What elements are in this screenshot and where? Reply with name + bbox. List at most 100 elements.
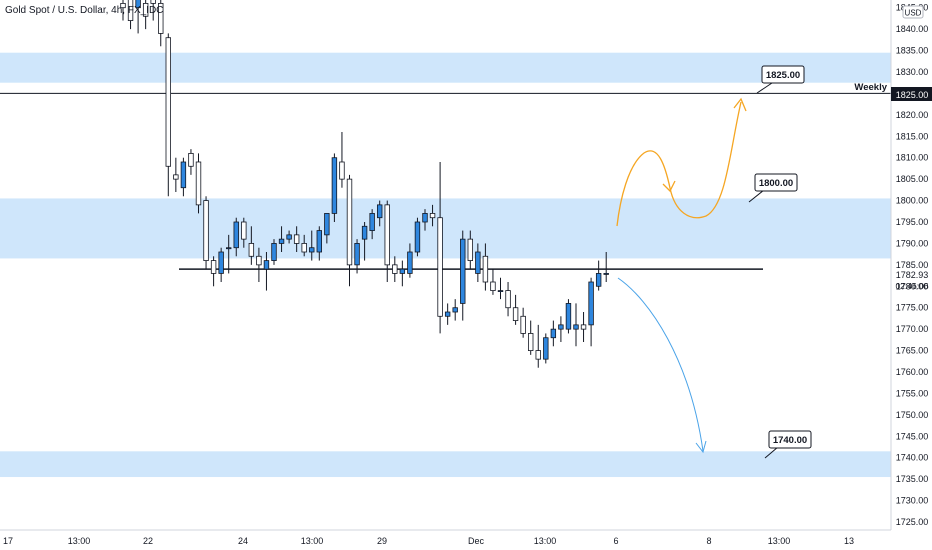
price-tick-label: 1830.00 (896, 67, 929, 77)
candle-body (120, 3, 126, 9)
candle-body (475, 251, 481, 274)
price-tick-label: 1755.00 (896, 388, 929, 398)
callout-pointer-1825 (756, 82, 773, 94)
price-tick-label: 1840.00 (896, 24, 929, 34)
candle-body (142, 3, 149, 17)
candle-body (497, 290, 504, 292)
candle-body (595, 273, 602, 287)
candle-body (437, 217, 443, 317)
candle-44 (444, 303, 451, 325)
candle-40 (414, 217, 421, 257)
candle-65 (603, 252, 609, 283)
callout-label-1825: 1825.00 (766, 70, 800, 81)
time-axis[interactable]: 17 13:00 22 24 13:00 29 Dec 13:00 6 8 13:00 13 (3, 536, 854, 546)
time-tick-label: 13 (844, 536, 854, 546)
price-tick-label: 1740.00 (896, 453, 929, 463)
bar-countdown-label: 02:46:06 (895, 281, 928, 291)
candle-body (535, 350, 541, 360)
price-tick-label: 1770.00 (896, 324, 929, 334)
candle-37 (392, 256, 398, 283)
candle-body (460, 238, 466, 304)
candle-body (150, 0, 156, 4)
candle-39 (407, 243, 413, 278)
callout-box-1740[interactable] (768, 430, 812, 449)
candle-body (512, 307, 519, 321)
candle-26 (309, 230, 315, 261)
candle-body (309, 247, 315, 253)
candle-47 (467, 230, 473, 270)
candle-body (188, 153, 194, 167)
target-callouts: 1825.00 1800.00 1740.00 Weekly (748, 65, 888, 459)
candle-61 (573, 303, 579, 347)
bearish-arrowhead (695, 440, 707, 454)
candle-body (543, 337, 549, 360)
price-tick-label: 1780.00 (896, 281, 929, 291)
time-tick-label: 17 (3, 536, 13, 546)
candle-body (392, 264, 398, 274)
candle-body (376, 204, 383, 219)
candle-body (331, 157, 338, 214)
candle-19 (256, 247, 262, 283)
price-zone-1 (0, 52, 891, 83)
candle-58 (550, 320, 557, 347)
price-zone-3 (0, 451, 891, 478)
candle-body (603, 273, 609, 275)
candle-25 (301, 234, 307, 257)
candle-body (565, 303, 572, 330)
candle-body (165, 37, 171, 167)
candle-3 (135, 0, 141, 34)
price-tick-label: 1750.00 (896, 410, 929, 420)
candle-52 (505, 282, 511, 317)
time-tick-label: 22 (143, 536, 153, 546)
candle-21 (271, 239, 277, 265)
candles (120, 0, 609, 368)
price-tick-label: 1835.00 (896, 46, 929, 56)
price-zone-2 (0, 198, 891, 259)
candle-body (452, 307, 458, 313)
candle-body (256, 255, 262, 266)
candle-63 (588, 277, 594, 347)
weekly-price-marker-label: 1825.00 (896, 90, 929, 100)
candle-64 (595, 260, 602, 291)
price-tick-label: 1730.00 (896, 496, 929, 506)
bullish-arrowhead-1 (662, 180, 676, 193)
candle-body (414, 221, 421, 253)
candle-body (429, 213, 436, 219)
candle-48 (475, 243, 481, 283)
time-tick-label: 13:00 (768, 536, 791, 546)
candle-62 (580, 312, 587, 343)
candle-15 (225, 234, 232, 274)
candle-body (520, 315, 526, 334)
callout-box-1825[interactable] (761, 65, 805, 84)
bullish-arrowhead-2 (733, 97, 747, 112)
time-tick-label: 13:00 (68, 536, 91, 546)
time-tick-label: 6 (613, 536, 618, 546)
candle-32 (354, 239, 360, 274)
candle-5 (150, 0, 156, 21)
candle-31 (346, 174, 353, 287)
price-tick-label: 1820.00 (896, 110, 929, 120)
price-tick-label: 1775.00 (896, 303, 929, 313)
candle-4 (142, 0, 149, 30)
candle-body (301, 243, 307, 253)
currency-badge[interactable] (902, 5, 924, 19)
candle-18 (248, 226, 255, 265)
candle-60 (565, 299, 572, 334)
candle-body (233, 221, 239, 249)
candle-38 (399, 260, 406, 287)
price-zones (0, 52, 891, 478)
candle-45 (452, 299, 458, 321)
candle-body (528, 333, 534, 351)
price-tick-label: 1805.00 (896, 174, 929, 184)
price-tick-label: 1725.00 (896, 517, 929, 527)
candle-59 (558, 316, 564, 343)
candle-50 (490, 269, 496, 295)
candle-body (399, 268, 406, 274)
price-tick-label: 1735.00 (896, 474, 929, 484)
callout-box-1800[interactable] (754, 173, 798, 192)
bullish-projection-path (616, 101, 742, 227)
time-tick-label: Dec (468, 536, 485, 546)
candle-body (407, 251, 413, 274)
candle-17 (241, 217, 247, 248)
